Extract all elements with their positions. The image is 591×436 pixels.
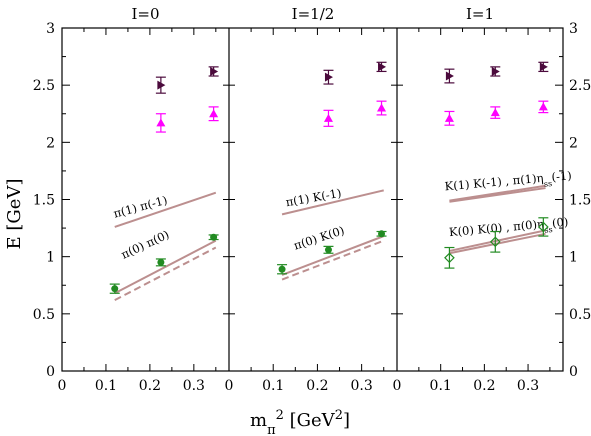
y-tick-label: 0 bbox=[46, 364, 55, 380]
y-axis-ticks: 0 0 0.5 0.5 1 1 1.5 1.5 2 2 2.5 2.5 3 3 bbox=[33, 21, 591, 380]
x-axis-title: mπ2 [GeV2] bbox=[250, 408, 350, 436]
y-tick-label-right: 1.5 bbox=[569, 193, 591, 209]
y-tick-label: 2.5 bbox=[33, 78, 55, 94]
x-tick-label: 0.3 bbox=[350, 378, 372, 394]
panel-title: I=1 bbox=[466, 5, 494, 23]
x-tick-label: 0 bbox=[225, 378, 234, 394]
y-tick-label-right: 3 bbox=[569, 21, 578, 37]
theory-curve bbox=[281, 235, 385, 276]
x-tick-label: 0.2 bbox=[139, 378, 161, 394]
x-tick-label: 0.1 bbox=[430, 378, 452, 394]
y-tick-label: 1 bbox=[46, 250, 55, 266]
x-tick-label: 0.2 bbox=[306, 378, 328, 394]
theory-curve bbox=[281, 189, 384, 216]
y-tick-label: 1.5 bbox=[33, 193, 55, 209]
panel-2: I=1/2 π(1) K(-1) π(0) K(0) bbox=[277, 5, 387, 281]
data-point bbox=[489, 236, 501, 248]
y-tick-label-right: 1 bbox=[569, 250, 578, 266]
theory-curve bbox=[449, 229, 546, 252]
x-axis-ticks: 0 0.1 0.2 0.3 0 0.1 0.2 0.3 0 0.1 0.2 0.3 bbox=[58, 28, 551, 394]
y-tick-label-right: 0.5 bbox=[569, 307, 591, 323]
y-axis-title: E [GeV] bbox=[4, 179, 25, 250]
panel-title: I=1/2 bbox=[292, 5, 335, 23]
theory-curve bbox=[281, 239, 385, 281]
theory-curve bbox=[449, 187, 546, 203]
theory-curve bbox=[114, 191, 217, 228]
y-tick-label: 2 bbox=[46, 135, 55, 151]
curve-annotation: π(0) π(0) bbox=[119, 227, 171, 261]
theory-curve bbox=[449, 184, 546, 202]
data-point bbox=[156, 118, 166, 127]
data-point bbox=[278, 265, 286, 273]
theory-curve bbox=[114, 246, 217, 302]
data-point bbox=[491, 66, 500, 76]
y-tick-label-right: 2 bbox=[569, 135, 578, 151]
data-point bbox=[490, 108, 500, 117]
x-tick-label: 0.1 bbox=[262, 378, 284, 394]
y-tick-label-right: 0 bbox=[569, 364, 578, 380]
data-point bbox=[444, 252, 455, 264]
data-point bbox=[323, 113, 333, 122]
data-point bbox=[539, 62, 548, 72]
data-point bbox=[538, 102, 548, 111]
x-tick-label: 0.3 bbox=[517, 378, 539, 394]
curve-annotation: π(0) K(0) bbox=[292, 223, 346, 253]
data-point bbox=[157, 258, 165, 266]
data-point bbox=[324, 72, 333, 82]
y-tick-label-right: 2.5 bbox=[569, 78, 591, 94]
data-point bbox=[210, 233, 218, 241]
theory-curve bbox=[114, 239, 217, 295]
panel-1: I=0 π(1) π(-1) π(0) π(0) bbox=[109, 5, 219, 302]
x-tick-label: 0.3 bbox=[183, 378, 205, 394]
data-point bbox=[377, 103, 387, 112]
data-point bbox=[537, 221, 549, 233]
x-tick-label: 0.2 bbox=[473, 378, 495, 394]
y-tick-label: 3 bbox=[46, 21, 55, 37]
panel-title: I=0 bbox=[131, 5, 159, 23]
data-point bbox=[378, 62, 387, 72]
curve-annotation: π(1) K(-1) bbox=[285, 186, 343, 210]
data-point bbox=[157, 80, 166, 90]
x-tick-label: 0.1 bbox=[95, 378, 117, 394]
data-point bbox=[210, 66, 219, 76]
data-point bbox=[324, 246, 332, 254]
data-point bbox=[111, 285, 119, 293]
curve-annotation: π(1) π(-1) bbox=[112, 193, 169, 221]
data-point bbox=[445, 71, 454, 81]
x-tick-label: 0 bbox=[58, 378, 67, 394]
chart-panels: I=0 π(1) π(-1) π(0) π(0) I=1/2 π(1) K(-1) π(0… bbox=[109, 5, 572, 302]
data-point bbox=[378, 230, 386, 238]
data-point bbox=[209, 109, 219, 118]
x-tick-label: 0 bbox=[393, 378, 402, 394]
data-point bbox=[444, 113, 454, 122]
panel-3: I=1K(1) K(-1) , π(1)ηss(-1)K(0) K(0) , π… bbox=[444, 5, 572, 269]
y-tick-label: 0.5 bbox=[33, 307, 55, 323]
